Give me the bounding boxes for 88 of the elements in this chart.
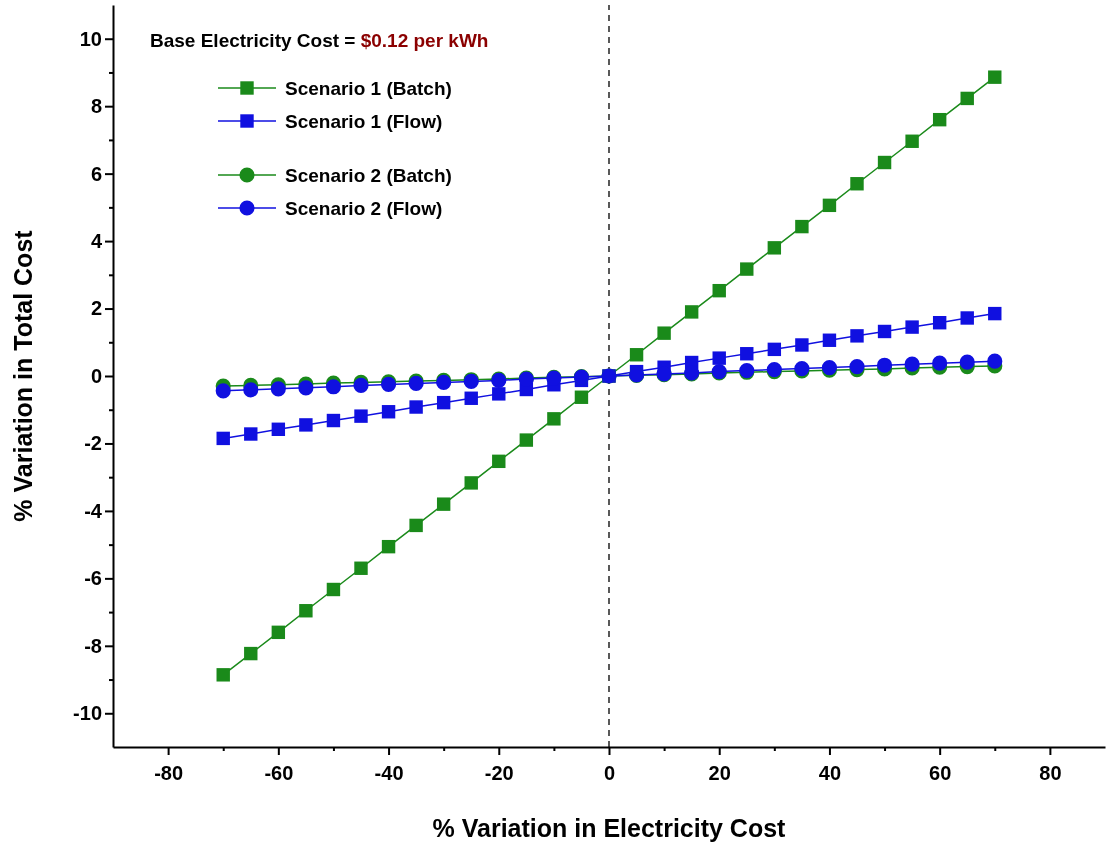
point: [877, 324, 892, 339]
point: [325, 379, 342, 395]
x-tick-label: -20: [484, 762, 514, 784]
point: [409, 518, 423, 533]
point: [436, 497, 451, 511]
annotation: Base Electricity Cost =: [150, 30, 361, 51]
point: [767, 342, 782, 357]
point: [767, 241, 782, 255]
point: [904, 356, 920, 372]
y-tick-label: 8: [90, 95, 102, 118]
x-tick-label: 60: [929, 762, 952, 784]
point: [684, 305, 699, 319]
point: [244, 646, 258, 661]
point: [271, 625, 286, 640]
y-axis-title: % Variation in Total Cost: [9, 229, 37, 522]
point: [436, 395, 451, 410]
y-tick-label: -4: [84, 499, 103, 522]
point: [547, 412, 561, 426]
y-tick-label: 2: [90, 297, 102, 320]
point: [492, 387, 506, 401]
point: [988, 70, 1002, 84]
point: [988, 306, 1002, 321]
legend-label: Scenario 1 (Flow): [285, 111, 443, 132]
point: [216, 668, 230, 682]
point: [740, 347, 754, 361]
point: [740, 262, 754, 276]
y-tick-label: 6: [90, 162, 102, 185]
point: [216, 431, 230, 446]
point: [381, 405, 396, 419]
point: [629, 348, 644, 362]
legend-label: Scenario 2 (Flow): [285, 198, 443, 219]
legend-label: Scenario 1 (Batch): [285, 78, 452, 99]
x-tick-label: 40: [818, 762, 842, 784]
y-tick-label: -8: [84, 634, 102, 657]
point: [215, 383, 231, 399]
point: [244, 427, 258, 441]
point: [876, 357, 893, 373]
point: [932, 316, 947, 330]
x-tick-label: 0: [603, 762, 616, 784]
x-tick-label: -40: [374, 762, 404, 784]
point: [960, 311, 974, 325]
point: [354, 561, 368, 575]
point: [987, 353, 1003, 369]
point: [299, 418, 313, 432]
point: [464, 391, 478, 405]
point: [795, 219, 809, 234]
x-tick-label: 80: [1039, 762, 1062, 784]
point: [960, 91, 974, 106]
point: [850, 177, 864, 191]
point: [243, 382, 259, 398]
y-tick-label: -10: [73, 702, 102, 725]
point: [795, 338, 809, 352]
point: [932, 355, 948, 371]
point: [850, 329, 864, 343]
y-tick-label: 0: [90, 364, 102, 387]
point: [271, 422, 286, 436]
point: [464, 476, 478, 490]
point: [492, 454, 506, 469]
x-tick-label: -60: [264, 762, 294, 784]
y-tick-label: 4: [90, 229, 103, 252]
point: [877, 155, 892, 170]
point: [712, 283, 726, 298]
point: [270, 381, 286, 397]
y-tick-label: 10: [79, 27, 102, 50]
point: [905, 134, 919, 148]
point: [932, 112, 947, 127]
point: [298, 380, 314, 396]
y-tick-label: -2: [84, 432, 102, 455]
point: [519, 433, 534, 447]
point: [822, 333, 837, 347]
x-tick-label: 20: [708, 762, 731, 784]
point: [822, 198, 837, 213]
point: [905, 320, 919, 334]
point: [299, 604, 313, 618]
point: [657, 326, 671, 340]
point: [381, 539, 396, 554]
x-axis-title: % Variation in Electricity Cost: [432, 814, 787, 842]
y-tick-label: -6: [84, 567, 102, 590]
point: [574, 390, 589, 404]
point: [326, 413, 341, 428]
point: [354, 409, 368, 423]
point: [326, 582, 341, 597]
annotation: $0.12 per kWh: [360, 30, 489, 51]
x-tick-label: -80: [154, 762, 184, 784]
point: [712, 351, 726, 365]
point: [959, 354, 975, 370]
point: [409, 400, 423, 414]
legend-label: Scenario 2 (Batch): [285, 165, 452, 186]
